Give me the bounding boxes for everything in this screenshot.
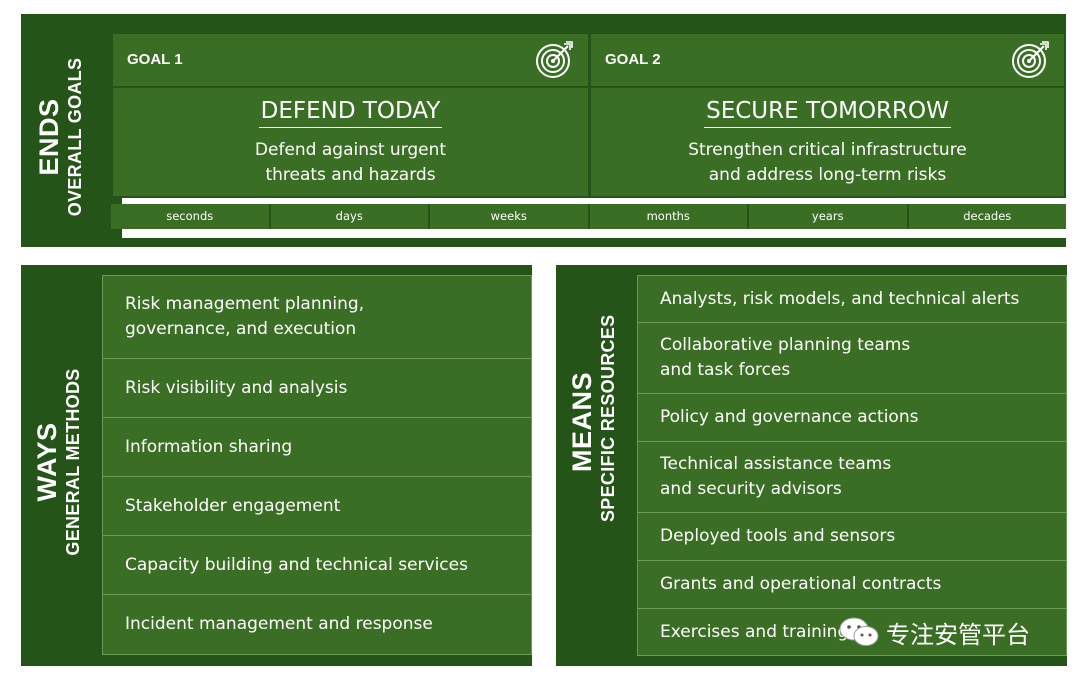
list-item: Analysts, risk models, and technical ale…: [637, 275, 1067, 323]
list-item: Incident management and response: [102, 595, 532, 655]
means-subtitle: SPECIFIC RESOURCES: [598, 314, 618, 522]
list-item: Grants and operational contracts: [637, 561, 1067, 609]
ends-panel: ENDS OVERALL GOALS GOAL 1 DEFEND TODAY D…: [21, 14, 1066, 247]
list-item: Collaborative planning teams and task fo…: [637, 323, 1067, 394]
ends-label: ENDS OVERALL GOALS: [34, 37, 90, 237]
target-icon: [1012, 41, 1049, 78]
goal-2-description: Strengthen critical infrastructure and a…: [688, 140, 967, 185]
ends-title: ENDS: [34, 98, 64, 176]
timeline-months: months: [589, 204, 749, 229]
timeline-seconds: seconds: [111, 204, 271, 229]
means-title: MEANS: [567, 372, 597, 473]
goal-1-title: DEFEND TODAY: [113, 98, 588, 128]
list-item: Policy and governance actions: [637, 394, 1067, 442]
timeline-days: days: [270, 204, 430, 229]
means-label: MEANS SPECIFIC RESOURCES: [567, 314, 623, 522]
ways-subtitle: GENERAL METHODS: [63, 368, 83, 556]
wechat-icon: [839, 617, 879, 646]
means-list: Analysts, risk models, and technical ale…: [637, 275, 1067, 656]
list-item: Deployed tools and sensors: [637, 513, 1067, 561]
timeline-bar: seconds days weeks months years decades: [111, 204, 1066, 229]
list-item: Risk visibility and analysis: [102, 359, 532, 418]
goal-1-header: GOAL 1: [113, 34, 588, 88]
timeline-years: years: [749, 204, 909, 229]
timeline-weeks: weeks: [430, 204, 590, 229]
ends-subtitle: OVERALL GOALS: [65, 57, 85, 217]
ways-panel: WAYS GENERAL METHODS Risk management pla…: [21, 265, 532, 666]
goal-1-description: Defend against urgent threats and hazard…: [254, 140, 447, 185]
ways-label: WAYS GENERAL METHODS: [32, 362, 88, 562]
list-item: Capacity building and technical services: [102, 536, 532, 595]
goal-2-title: SECURE TOMORROW: [591, 98, 1064, 128]
means-panel: MEANS SPECIFIC RESOURCES Analysts, risk …: [556, 265, 1067, 666]
goal-2-card: GOAL 2 SECURE TOMORROW Strengthen critic…: [589, 32, 1066, 198]
watermark: 专注安管平台: [838, 612, 1030, 652]
watermark-text: 专注安管平台: [886, 620, 1030, 649]
goal-2-label: GOAL 2: [605, 51, 661, 68]
goal-1-card: GOAL 1 DEFEND TODAY Defend against urgen…: [111, 32, 590, 198]
goal-1-label: GOAL 1: [127, 51, 183, 68]
list-item: Technical assistance teams and security …: [637, 442, 1067, 513]
list-item: Stakeholder engagement: [102, 477, 532, 536]
ways-list: Risk management planning, governance, an…: [102, 275, 532, 655]
target-icon: [536, 41, 573, 78]
list-item: Information sharing: [102, 418, 532, 477]
timeline-decades: decades: [908, 204, 1066, 229]
goal-2-header: GOAL 2: [591, 34, 1064, 88]
ways-title: WAYS: [32, 422, 62, 502]
list-item: Risk management planning, governance, an…: [102, 275, 532, 359]
